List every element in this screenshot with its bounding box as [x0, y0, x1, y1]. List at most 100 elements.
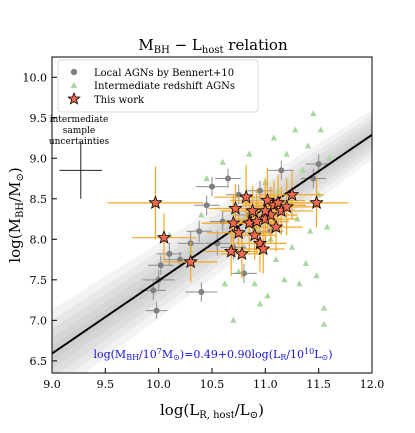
- y-tick-label: 6.5: [30, 355, 48, 368]
- this-work-series: [107, 164, 349, 283]
- legend-triangle-marker: [70, 82, 78, 88]
- x-tick-label: 11.0: [253, 378, 278, 391]
- uncertainty-note-line2: sample: [63, 126, 95, 136]
- x-axis-label: log(LR, host/L⊙): [160, 401, 264, 421]
- local-agn-point: [157, 262, 164, 269]
- intermediate-agn-point: [221, 280, 228, 287]
- this-work-point: [268, 219, 284, 234]
- y-tick-label: 10.0: [23, 71, 48, 84]
- x-tick-label: 9.5: [97, 378, 115, 391]
- intermediate-agn-point: [246, 150, 253, 157]
- legend-intermediate-agn: Intermediate redshift AGNs: [94, 81, 235, 92]
- legend-local-agn: Local AGNs by Bennert+10: [94, 68, 234, 79]
- this-work-point: [279, 199, 294, 214]
- local-agn-point: [225, 175, 231, 182]
- intermediate-agn-point: [302, 260, 310, 267]
- this-work-point: [270, 195, 286, 209]
- uncertainty-note-line1: intermediate: [50, 115, 109, 125]
- y-tick-label: 9.0: [30, 152, 48, 165]
- intermediate-agn-point: [324, 223, 331, 230]
- intermediate-agn-point: [296, 280, 303, 287]
- y-tick-label: 9.5: [30, 112, 48, 125]
- intermediate-agn-point: [320, 320, 328, 327]
- y-tick-label: 8.5: [30, 193, 48, 206]
- intermediate-agn-point: [326, 154, 333, 161]
- this-work-point: [234, 246, 250, 261]
- this-work-point: [156, 230, 172, 244]
- intermediate-agn-point: [198, 211, 205, 218]
- best-fit-line: [52, 133, 372, 355]
- this-work-point: [223, 243, 239, 258]
- local-agn-point: [196, 228, 203, 235]
- local-agn-point: [278, 167, 285, 174]
- intermediate-agn-point: [281, 276, 288, 283]
- local-agn-point: [209, 183, 215, 190]
- x-tick-label: 9.0: [43, 378, 61, 391]
- local-agn-point: [315, 160, 322, 167]
- x-tick-label: 11.5: [306, 378, 331, 391]
- local-agn-point: [177, 256, 183, 263]
- intermediate-agn-point: [230, 316, 237, 323]
- intermediate-agn-point: [219, 158, 226, 165]
- local-agn-point: [166, 250, 173, 257]
- this-work-point: [255, 241, 271, 256]
- intermediate-agn-point: [317, 126, 324, 133]
- legend: Local AGNs by Bennert+10 Intermediate re…: [57, 59, 259, 113]
- intermediate-agn-point: [313, 272, 320, 279]
- legend-this-work: This work: [94, 95, 145, 106]
- x-axis-ticks: 9.0 9.5 10.0 10.5 11.0 11.5 12.0: [43, 368, 384, 391]
- intermediate-agn-point: [292, 126, 299, 133]
- intermediate-agn-point: [310, 110, 317, 117]
- local-agn-point: [198, 288, 205, 295]
- intermediate-agn-point: [203, 174, 210, 181]
- y-tick-label: 7.5: [30, 274, 48, 287]
- local-agn-point: [241, 270, 247, 277]
- intermediate-agn-point: [272, 255, 280, 262]
- x-tick-label: 10.5: [200, 378, 225, 391]
- intermediate-agn-point: [320, 304, 328, 311]
- legend-star-marker: [67, 91, 81, 105]
- this-work-point: [226, 215, 241, 230]
- uncertainty-note-line3: uncertainties: [49, 137, 110, 147]
- intermediate-agn-point: [270, 134, 278, 141]
- uncertainty-marker: [59, 142, 103, 199]
- intermediate-agn-point: [304, 142, 312, 149]
- x-tick-label: 12.0: [360, 378, 385, 391]
- this-work-point: [252, 235, 268, 250]
- this-work-point: [228, 200, 243, 215]
- this-work-point: [148, 195, 163, 209]
- y-axis-label: log(MBH/M⊙): [6, 167, 26, 262]
- this-work-point: [284, 187, 300, 201]
- local-agn-point: [235, 191, 242, 198]
- x-tick-label: 10.0: [146, 378, 171, 391]
- local-agn-point: [150, 287, 157, 294]
- this-work-point: [309, 195, 324, 209]
- intermediate-agn-point: [283, 150, 290, 157]
- y-tick-label: 7.0: [30, 314, 48, 327]
- this-work-point: [231, 225, 246, 239]
- this-work-point: [238, 189, 254, 204]
- y-tick-label: 8.0: [30, 233, 48, 246]
- intermediate-agn-point: [256, 300, 264, 307]
- legend-star-shape: [67, 91, 81, 105]
- this-work-point: [247, 227, 262, 242]
- legend-circle-marker: [70, 68, 78, 76]
- best-fit-line-layer: [52, 133, 372, 355]
- this-work-point: [258, 203, 273, 218]
- intermediate-agn-point: [264, 292, 271, 299]
- local-agn-point: [153, 307, 160, 314]
- this-work-point: [183, 254, 198, 269]
- intermediate-agn-point: [235, 268, 242, 275]
- local-agn-point: [257, 187, 263, 194]
- fit-equation-label: log(MBH/107M⊙)=0.49+0.90log(LR/1010L⊙): [93, 347, 332, 362]
- intermediate-agn-point: [251, 280, 258, 287]
- y-axis-ticks: 6.5 7.0 7.5 8.0 8.5 9.0 9.5 10.0: [23, 71, 57, 368]
- legend-box: [57, 59, 259, 113]
- intermediate-agn-point: [299, 166, 306, 173]
- this-work-point: [245, 203, 260, 218]
- intermediate-agn-point: [288, 243, 296, 250]
- intermediate-agn-point: [306, 227, 314, 234]
- chart-title: MBH − Lhost relation: [138, 36, 288, 56]
- local-agn-point: [203, 202, 210, 209]
